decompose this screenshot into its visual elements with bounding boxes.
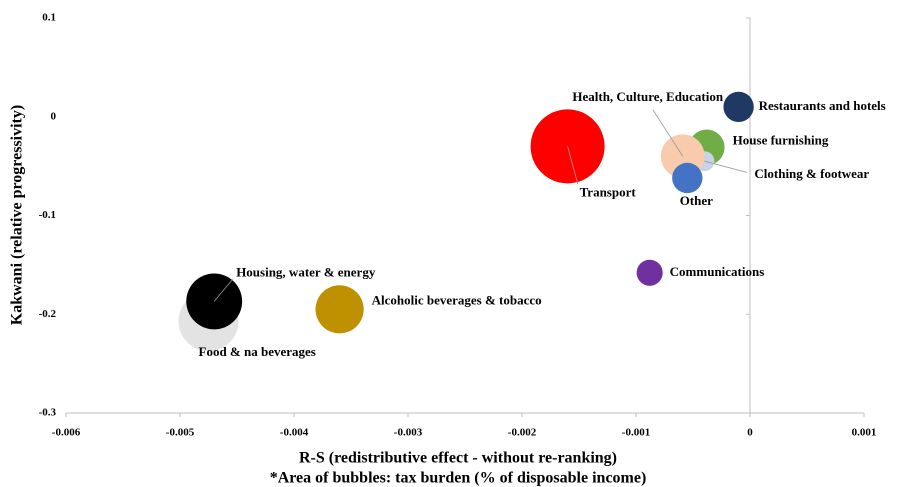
bubble-label: House furnishing [733, 132, 829, 147]
x-tick-label: -0.005 [166, 427, 195, 439]
y-tick-label: 0.1 [42, 12, 56, 24]
bubble [186, 273, 243, 330]
leader-line [213, 278, 234, 302]
x-tick-label: 0 [747, 427, 753, 439]
y-tick-label: -0.2 [39, 308, 57, 320]
x-tick-label: -0.001 [622, 427, 650, 439]
leader-line [704, 160, 748, 173]
y-tick-label: 0 [51, 110, 57, 122]
x-axis-title: R-S (redistributive effect - without re-… [299, 450, 617, 467]
bubble [672, 162, 703, 194]
bubble [315, 285, 364, 334]
bubble-label: Other [680, 193, 713, 208]
bubble-label: Housing, water & energy [236, 264, 376, 279]
bubble-label: Alcoholic beverages & tobacco [372, 292, 542, 307]
bubble [723, 91, 754, 123]
x-tick-label: -0.003 [394, 427, 423, 439]
y-tick-label: -0.3 [39, 407, 57, 419]
x-tick-label: 0.001 [852, 427, 877, 439]
bubble-label: Clothing & footwear [754, 166, 869, 181]
bubble-label: Health, Culture, Education [572, 89, 723, 104]
y-axis-title: Kakwani (relative progressivity) [9, 105, 26, 325]
bubble-label: Food & na beverages [199, 344, 316, 359]
x-tick-label: -0.004 [280, 427, 309, 439]
leader-line [567, 146, 579, 185]
bubble [636, 259, 663, 286]
note: *Area of bubbles: tax burden (% of dispo… [270, 470, 647, 487]
bubble-label: Transport [580, 184, 637, 199]
bubble-label: Communications [670, 264, 765, 279]
bubble-label: Restaurants and hotels [759, 98, 886, 113]
y-tick-label: -0.1 [39, 209, 56, 221]
x-tick-label: -0.002 [508, 427, 537, 439]
leader-line [652, 109, 684, 157]
x-tick-label: -0.006 [52, 427, 81, 439]
